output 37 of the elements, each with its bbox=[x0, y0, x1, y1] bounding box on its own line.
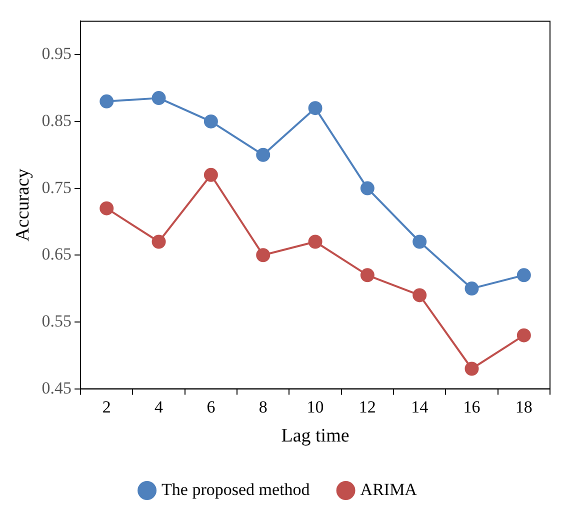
legend-label: ARIMA bbox=[360, 480, 418, 499]
x-tick-label: 14 bbox=[411, 397, 429, 416]
y-tick-label: 0.65 bbox=[42, 244, 72, 264]
point bbox=[464, 282, 479, 296]
x-tick-label: 6 bbox=[206, 397, 216, 416]
point bbox=[516, 328, 531, 342]
x-tick-label: 16 bbox=[463, 397, 480, 416]
x-tick-label: 2 bbox=[102, 397, 111, 416]
x-tick-label: 10 bbox=[306, 397, 324, 416]
point bbox=[308, 101, 322, 116]
point bbox=[308, 234, 322, 249]
point bbox=[204, 114, 218, 128]
point bbox=[100, 201, 114, 216]
y-tick-label: 0.75 bbox=[42, 178, 72, 197]
point bbox=[360, 268, 374, 282]
x-tick-label: 4 bbox=[154, 397, 164, 416]
point bbox=[516, 268, 531, 282]
x-tick-label: 12 bbox=[358, 397, 376, 416]
x-tick-label: 8 bbox=[258, 397, 268, 416]
point bbox=[152, 91, 166, 106]
point bbox=[256, 148, 270, 162]
legend-label: The proposed method bbox=[162, 480, 310, 499]
x-tick-label: 18 bbox=[515, 397, 532, 416]
y-tick-label: 0.95 bbox=[42, 44, 72, 64]
point bbox=[464, 362, 479, 376]
point bbox=[360, 181, 374, 196]
point bbox=[256, 248, 270, 262]
point bbox=[100, 94, 114, 108]
point bbox=[412, 234, 427, 249]
point bbox=[152, 234, 166, 249]
point bbox=[412, 288, 427, 302]
point bbox=[204, 168, 218, 182]
x-axis-title: Lag time bbox=[281, 426, 350, 447]
y-tick-label: 0.85 bbox=[42, 110, 72, 130]
y-axis-title: Accuracy bbox=[12, 168, 34, 242]
y-tick-label: 0.55 bbox=[42, 311, 72, 330]
y-tick-label: 0.45 bbox=[42, 378, 72, 398]
